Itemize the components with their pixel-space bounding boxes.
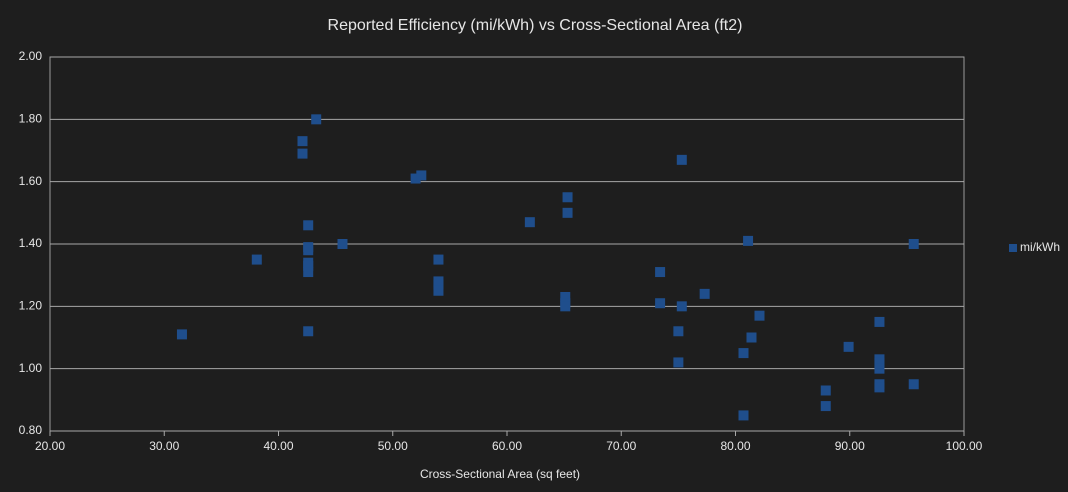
y-tick-label: 1.40 [19, 236, 43, 250]
legend-marker [1009, 244, 1017, 252]
point [303, 260, 314, 271]
point [908, 239, 919, 249]
point [433, 254, 444, 265]
point [754, 310, 765, 321]
point [251, 254, 262, 265]
point [303, 245, 314, 256]
point [908, 379, 919, 390]
point [562, 192, 573, 203]
point [746, 332, 757, 343]
y-tick-label: 2.00 [19, 49, 43, 63]
point [303, 267, 314, 278]
x-tick-label: 90.00 [835, 439, 865, 453]
legend-label: mi/kWh [1020, 240, 1060, 254]
point [655, 267, 666, 278]
point [699, 288, 710, 299]
point [303, 326, 314, 337]
point [655, 298, 666, 309]
point [738, 410, 749, 421]
x-tick-label: 100.00 [946, 439, 983, 453]
point [433, 279, 444, 290]
point [874, 382, 885, 393]
point [874, 357, 885, 368]
point [410, 173, 421, 184]
x-tick-label: 70.00 [606, 439, 636, 453]
point [843, 341, 854, 352]
y-tick-label: 1.00 [19, 361, 43, 375]
point [433, 285, 444, 296]
point [297, 136, 308, 147]
point [820, 401, 831, 412]
point [738, 348, 749, 359]
point [673, 326, 684, 337]
point [337, 239, 348, 249]
x-tick-label: 30.00 [149, 439, 179, 453]
point [416, 170, 427, 181]
point [524, 217, 535, 228]
point [874, 316, 885, 327]
point [297, 148, 308, 159]
y-tick-label: 0.80 [19, 423, 43, 437]
point [303, 220, 314, 231]
x-tick-label: 60.00 [492, 439, 522, 453]
point [676, 301, 687, 312]
point [874, 363, 885, 374]
x-tick-label: 50.00 [378, 439, 408, 453]
x-tick-label: 20.00 [35, 439, 65, 453]
point [743, 235, 754, 246]
point [176, 329, 187, 340]
x-tick-label: 80.00 [720, 439, 750, 453]
point [560, 301, 571, 312]
point [311, 114, 322, 125]
y-tick-label: 1.20 [19, 299, 43, 313]
chart-title: Reported Efficiency (mi/kWh) vs Cross-Se… [328, 17, 743, 34]
point [560, 291, 571, 302]
point [673, 357, 684, 368]
y-tick-label: 1.80 [19, 112, 43, 126]
point [820, 385, 831, 396]
x-axis-label: Cross-Sectional Area (sq feet) [420, 467, 580, 481]
x-tick-label: 40.00 [263, 439, 293, 453]
point [562, 207, 573, 218]
point [676, 154, 687, 165]
y-tick-label: 1.60 [19, 174, 43, 188]
